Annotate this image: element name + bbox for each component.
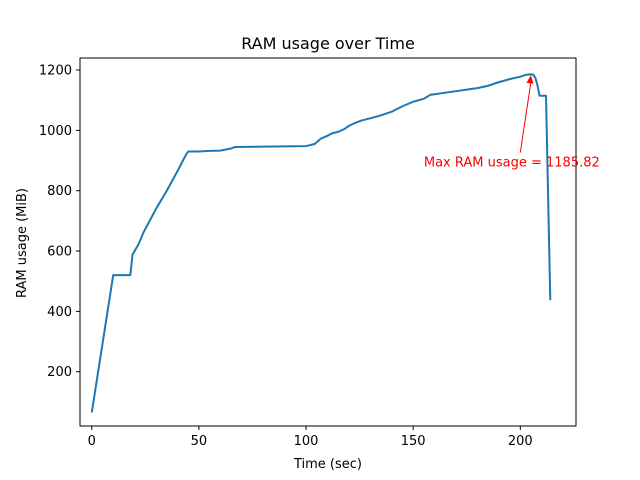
max-ram-annotation-label: Max RAM usage = 1185.82: [424, 156, 600, 171]
y-tick-label: 200: [47, 365, 72, 380]
chart-title: RAM usage over Time: [241, 34, 415, 53]
x-axis-ticks: 0 50 100 150 200: [88, 426, 533, 449]
x-tick-label: 200: [508, 434, 533, 449]
y-tick-label: 1000: [39, 124, 72, 139]
ram-usage-series-line: [90, 73, 552, 413]
x-tick-label: 0: [88, 434, 96, 449]
annotation-layer: Max RAM usage = 1185.82: [424, 75, 600, 171]
annotation-arrow-shaft: [519, 81, 532, 153]
x-axis-label: Time (sec): [293, 457, 362, 472]
y-tick-label: 600: [47, 245, 72, 260]
plot-frame: [79, 57, 577, 427]
plot-area: [90, 73, 552, 413]
y-tick-label: 800: [47, 184, 72, 199]
x-tick-label: 50: [191, 434, 208, 449]
annotation-arrow-head: [526, 75, 534, 84]
y-tick-label: 1200: [39, 64, 72, 79]
x-tick-label: 100: [294, 434, 319, 449]
x-tick-label: 150: [401, 434, 426, 449]
y-axis-ticks: 200 400 600 800 1000 1200: [39, 64, 80, 380]
y-tick-label: 400: [47, 305, 72, 320]
y-axis-label: RAM usage (MiB): [15, 188, 30, 298]
